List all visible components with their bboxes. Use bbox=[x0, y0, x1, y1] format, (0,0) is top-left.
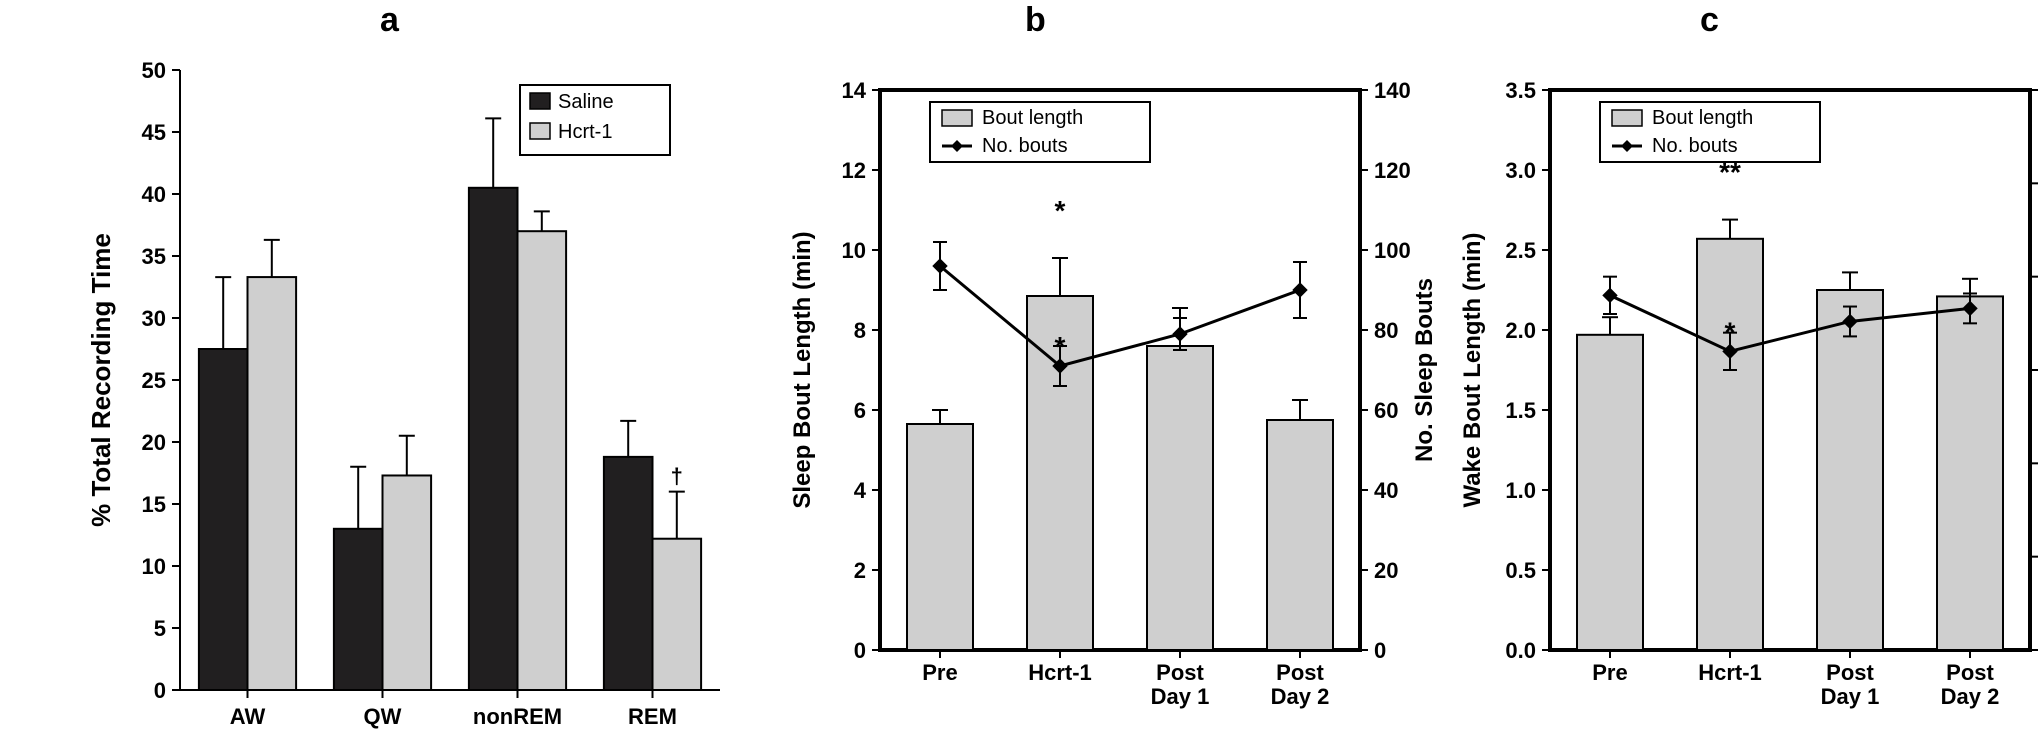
panel-a: 0 5 10 15 20 25 30 35 40 45 50 % Total Recording Ti… bbox=[90, 60, 770, 740]
y-tick-label: 45 bbox=[142, 120, 166, 145]
legend-label: Saline bbox=[558, 91, 614, 113]
bar bbox=[604, 457, 653, 690]
y-right-tick-label: 100 bbox=[1374, 238, 1411, 263]
y-right-tick-label: 40 bbox=[1374, 478, 1398, 503]
y-left-tick-label: 14 bbox=[842, 80, 867, 103]
bar bbox=[1817, 290, 1883, 650]
bar bbox=[383, 475, 432, 690]
x-tick-label: Pre bbox=[922, 660, 957, 685]
legend-label: No. bouts bbox=[982, 135, 1068, 157]
y-right-axis-label: No. Sleep Bouts bbox=[1411, 278, 1438, 462]
bar bbox=[1697, 239, 1763, 650]
y-tick-label: 10 bbox=[142, 554, 166, 579]
panel-c-svg: 0.0 0.5 1.0 1.5 2.0 2.5 3.0 3.5 Wake Bout Length… bbox=[1460, 80, 2040, 740]
y-tick-label: 40 bbox=[142, 182, 166, 207]
y-left-tick-label: 2 bbox=[854, 558, 866, 583]
x-tick-label: Hcrt-1 bbox=[1028, 660, 1092, 685]
y-tick-label: 20 bbox=[142, 430, 166, 455]
bar bbox=[1267, 420, 1333, 650]
bar bbox=[199, 349, 248, 690]
y-right-tick-label: 140 bbox=[1374, 80, 1411, 103]
legend-label: Bout length bbox=[1652, 107, 1753, 129]
y-left-axis-label: Wake Bout Length (min) bbox=[1460, 232, 1486, 507]
x-tick-label: Day 2 bbox=[1271, 684, 1330, 709]
legend-label: No. bouts bbox=[1652, 135, 1738, 157]
panel-a-title: a bbox=[380, 1, 399, 40]
legend-label: Bout length bbox=[982, 107, 1083, 129]
panel-b: 0 2 4 6 8 10 12 14 Sleep Bout Length (min) 0 20 40 6… bbox=[790, 80, 1450, 740]
bar bbox=[1577, 335, 1643, 650]
y-tick-label: 25 bbox=[142, 368, 166, 393]
y-left-tick-label: 2.5 bbox=[1505, 238, 1536, 263]
sig-annotation: * bbox=[1725, 316, 1736, 347]
panel-b-svg: 0 2 4 6 8 10 12 14 Sleep Bout Length (min) 0 20 40 6… bbox=[790, 80, 1450, 740]
y-left-tick-label: 3.0 bbox=[1505, 158, 1536, 183]
panel-c-title: c bbox=[1700, 1, 1719, 40]
y-left-tick-label: 12 bbox=[842, 158, 866, 183]
bar bbox=[1937, 296, 2003, 650]
x-tick-label: Day 2 bbox=[1941, 684, 2000, 709]
x-tick-label: Pre bbox=[1592, 660, 1627, 685]
y-left-tick-label: 1.5 bbox=[1505, 398, 1536, 423]
y-left-tick-label: 1.0 bbox=[1505, 478, 1536, 503]
y-right-tick-label: 80 bbox=[1374, 318, 1398, 343]
x-tick-label: Post bbox=[1826, 660, 1874, 685]
y-tick-label: 5 bbox=[154, 616, 166, 641]
bar bbox=[469, 188, 518, 690]
y-left-tick-label: 0 bbox=[854, 638, 866, 663]
y-left-tick-label: 0.0 bbox=[1505, 638, 1536, 663]
y-tick-label: 30 bbox=[142, 306, 166, 331]
x-tick-label: AW bbox=[230, 704, 266, 729]
y-left-axis-label: Sleep Bout Length (min) bbox=[790, 231, 816, 508]
bar bbox=[653, 539, 702, 690]
y-left-tick-label: 0.5 bbox=[1505, 558, 1536, 583]
y-tick-label: 0 bbox=[154, 678, 166, 703]
x-tick-label: Day 1 bbox=[1821, 684, 1880, 709]
y-axis-label: % Total Recording Time bbox=[90, 233, 116, 527]
y-right-tick-label: 60 bbox=[1374, 398, 1398, 423]
figure-container: a b c 05101520253035404550% Total Record… bbox=[0, 0, 2040, 748]
sig-annotation: † bbox=[671, 464, 683, 489]
panel-c: 0.0 0.5 1.0 1.5 2.0 2.5 3.0 3.5 Wake Bout Length… bbox=[1460, 80, 2040, 740]
y-tick-label: 50 bbox=[142, 60, 166, 83]
x-tick-label: Post bbox=[1156, 660, 1204, 685]
panel-b-title: b bbox=[1025, 1, 1046, 40]
line-marker bbox=[1603, 288, 1617, 302]
bar bbox=[1147, 346, 1213, 650]
y-right-tick-label: 120 bbox=[1374, 158, 1411, 183]
y-left-tick-label: 10 bbox=[842, 238, 866, 263]
y-right-tick-label: 20 bbox=[1374, 558, 1398, 583]
x-tick-label: Post bbox=[1276, 660, 1324, 685]
y-tick-label: 35 bbox=[142, 244, 166, 269]
panel-a-svg: 0 5 10 15 20 25 30 35 40 45 50 % Total Recording Ti… bbox=[90, 60, 770, 740]
bar bbox=[907, 424, 973, 650]
x-tick-label: Post bbox=[1946, 660, 1994, 685]
y-left-tick-label: 3.5 bbox=[1505, 80, 1536, 103]
sig-annotation: * bbox=[1055, 331, 1066, 362]
sig-annotation: * bbox=[1055, 195, 1066, 226]
x-tick-label: Day 1 bbox=[1151, 684, 1210, 709]
line-marker bbox=[1173, 327, 1187, 341]
bar bbox=[334, 529, 383, 690]
y-tick-label: 15 bbox=[142, 492, 166, 517]
legend-label: Hcrt-1 bbox=[558, 121, 612, 143]
x-tick-label: QW bbox=[364, 704, 402, 729]
line-marker bbox=[1293, 283, 1307, 297]
y-left-tick-label: 8 bbox=[854, 318, 866, 343]
y-left-tick-label: 4 bbox=[854, 478, 867, 503]
y-right-tick-label: 0 bbox=[1374, 638, 1386, 663]
x-tick-label: nonREM bbox=[473, 704, 562, 729]
bar bbox=[248, 277, 297, 690]
y-left-tick-label: 2.0 bbox=[1505, 318, 1536, 343]
x-tick-label: Hcrt-1 bbox=[1698, 660, 1762, 685]
x-tick-label: REM bbox=[628, 704, 677, 729]
bar bbox=[518, 231, 567, 690]
y-left-tick-label: 6 bbox=[854, 398, 866, 423]
